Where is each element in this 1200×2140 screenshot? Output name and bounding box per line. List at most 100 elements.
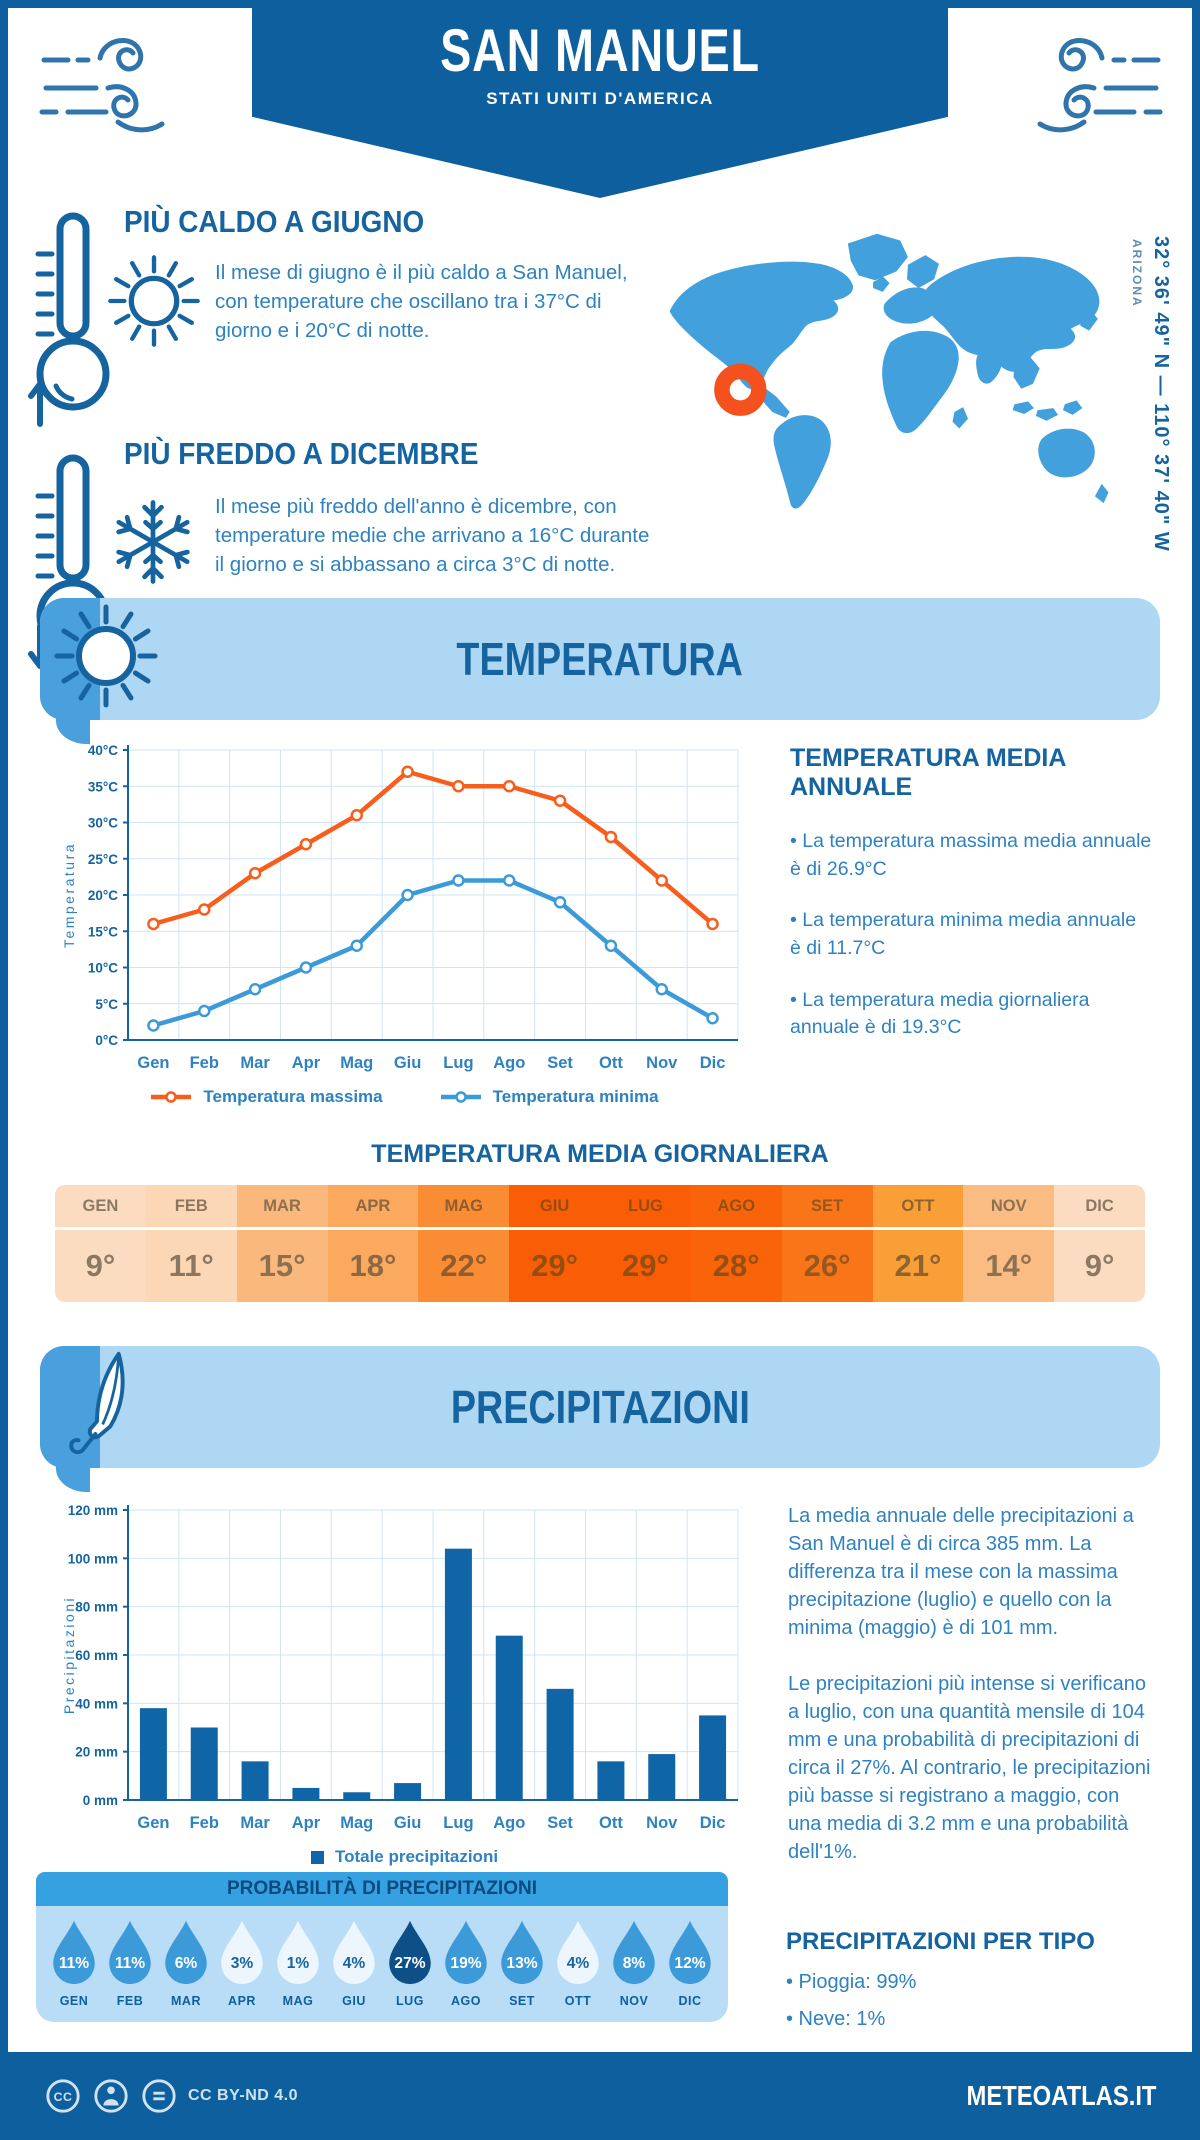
table-temperature-cell: 21° xyxy=(872,1230,964,1302)
drop-month-label: SET xyxy=(509,1994,535,2008)
probability-drop: 11% FEB xyxy=(104,1918,156,2008)
svg-text:1%: 1% xyxy=(287,1955,310,1972)
svg-text:CC: CC xyxy=(54,2090,73,2104)
raindrop-icon: 4% xyxy=(557,1920,599,1985)
raindrop-icon: 11% xyxy=(53,1920,95,1985)
svg-text:20°C: 20°C xyxy=(88,888,118,903)
svg-text:Feb: Feb xyxy=(190,1054,219,1072)
raindrop-icon: 8% xyxy=(613,1920,655,1985)
svg-text:3%: 3% xyxy=(231,1955,254,1972)
probability-drop: 8% NOV xyxy=(608,1918,660,2008)
precipitation-chart-legend: Totale precipitazioni xyxy=(58,1847,750,1867)
hot-month-heading: PIÙ CALDO A GIUGNO xyxy=(124,204,425,239)
table-month-header: GIU xyxy=(509,1185,600,1227)
probability-drop: 19% AGO xyxy=(440,1918,492,2008)
svg-text:Ago: Ago xyxy=(493,1814,525,1832)
svg-text:Dic: Dic xyxy=(700,1054,726,1072)
table-month-header: NOV xyxy=(963,1185,1055,1227)
table-temperature-cell: 18° xyxy=(327,1230,419,1302)
drop-month-label: APR xyxy=(228,1994,256,2008)
wind-icon xyxy=(1037,38,1163,133)
svg-text:25°C: 25°C xyxy=(88,852,118,867)
svg-text:40 mm: 40 mm xyxy=(75,1696,118,1711)
drop-month-label: GEN xyxy=(59,1994,89,2008)
section-title: TEMPERATURA xyxy=(456,633,744,685)
probability-drop: 6% MAR xyxy=(160,1918,212,2008)
table-month-header: APR xyxy=(327,1185,419,1227)
cc-by-icon xyxy=(94,2079,128,2113)
svg-text:Ago: Ago xyxy=(493,1054,525,1072)
table-month-header: FEB xyxy=(145,1185,237,1227)
raindrop-icon: 11% xyxy=(109,1920,151,1985)
drop-month-label: DIC xyxy=(678,1994,702,2008)
table-month-header: DIC xyxy=(1054,1185,1145,1227)
license-info: CC CC BY-ND 4.0 xyxy=(44,2077,298,2115)
region-label: ARIZONA xyxy=(1130,239,1144,308)
raindrop-icon: 4% xyxy=(333,1920,375,1985)
svg-text:Ott: Ott xyxy=(599,1054,623,1072)
page-title: SAN MANUEL xyxy=(440,17,760,84)
drop-month-label: MAG xyxy=(282,1994,314,2008)
svg-text:120 mm: 120 mm xyxy=(68,1503,118,1518)
svg-text:Giu: Giu xyxy=(394,1814,422,1832)
svg-text:4%: 4% xyxy=(567,1955,590,1972)
svg-text:Lug: Lug xyxy=(443,1814,473,1832)
svg-text:30°C: 30°C xyxy=(88,816,118,831)
drop-month-label: NOV xyxy=(619,1994,649,2008)
by-type-heading: PRECIPITAZIONI PER TIPO xyxy=(786,1928,1095,1955)
annual-bullet: • La temperatura massima media annuale è… xyxy=(790,830,1152,880)
temperature-chart: 0°C 5°C 10°C 15°C 20°C 25°C 30°C 35°C 40°C Gen Feb… xyxy=(58,736,750,1107)
svg-text:Feb: Feb xyxy=(190,1814,219,1832)
precipitation-chart: 0 mm 20 mm 40 mm 60 mm 80 mm 100 mm 120 mm Gen F… xyxy=(58,1496,750,1867)
by-type-bullet: • Pioggia: 99% xyxy=(786,1971,917,1993)
sun-icon xyxy=(54,604,158,708)
svg-text:10°C: 10°C xyxy=(88,961,118,976)
umbrella-icon xyxy=(69,1351,125,1455)
drop-month-label: FEB xyxy=(116,1994,144,2008)
svg-text:27%: 27% xyxy=(394,1955,425,1972)
probability-drop: 12% DIC xyxy=(664,1918,716,2008)
license-label: CC BY-ND 4.0 xyxy=(188,2087,299,2104)
drop-month-label: LUG xyxy=(396,1994,424,2008)
drop-month-label: MAR xyxy=(171,1994,201,2008)
probability-drop: 11% GEN xyxy=(48,1918,100,2008)
table-temperature-cell: 14° xyxy=(963,1230,1055,1302)
drop-month-label: GIU xyxy=(342,1994,366,2008)
svg-text:Mar: Mar xyxy=(240,1814,270,1832)
svg-text:Lug: Lug xyxy=(443,1054,473,1072)
svg-text:6%: 6% xyxy=(175,1955,198,1972)
annual-temperature-summary: TEMPERATURA MEDIA ANNUALE • La temperatu… xyxy=(790,744,1152,1066)
precipitation-by-type: PRECIPITAZIONI PER TIPO • Pioggia: 99% •… xyxy=(786,1928,1126,2042)
table-temperature-cell: 29° xyxy=(509,1230,600,1302)
precipitation-bar-chart: 0 mm 20 mm 40 mm 60 mm 80 mm 100 mm 120 mm Gen F… xyxy=(58,1496,750,1845)
probability-panel-title: PROBABILITÀ DI PRECIPITAZIONI xyxy=(36,1872,728,1906)
svg-text:Set: Set xyxy=(547,1814,573,1832)
world-map xyxy=(669,233,1109,509)
svg-text:40°C: 40°C xyxy=(88,743,118,758)
table-month-header: SET xyxy=(781,1185,873,1227)
svg-text:Nov: Nov xyxy=(646,1814,678,1832)
annual-bullet: • La temperatura media giornaliera annua… xyxy=(790,988,1090,1039)
svg-text:4%: 4% xyxy=(343,1955,366,1972)
raindrop-icon: 27% xyxy=(389,1920,431,1985)
drop-month-label: AGO xyxy=(451,1994,481,2008)
site-name: METEOATLAS.IT xyxy=(966,2080,1156,2111)
drop-month-label: OTT xyxy=(564,1994,592,2008)
precipitation-summary: La media annuale delle precipitazioni a … xyxy=(788,1502,1156,1894)
svg-text:12%: 12% xyxy=(674,1955,705,1972)
svg-text:20 mm: 20 mm xyxy=(75,1745,118,1760)
svg-text:Gen: Gen xyxy=(137,1054,169,1072)
table-temperature-cell: 26° xyxy=(781,1230,873,1302)
header-banner: SAN MANUEL STATI UNITI D'AMERICA xyxy=(252,0,948,198)
precipitation-probability-panel: PROBABILITÀ DI PRECIPITAZIONI 11% GEN 11… xyxy=(36,1872,728,2022)
svg-text:0 mm: 0 mm xyxy=(83,1793,118,1808)
snowflake-icon xyxy=(116,500,190,584)
precipitation-section-banner: PRECIPITAZIONI xyxy=(40,1346,1160,1492)
raindrop-icon: 3% xyxy=(221,1920,263,1985)
location-marker xyxy=(714,363,767,416)
svg-text:Ott: Ott xyxy=(599,1814,623,1832)
temperature-line-chart: 0°C 5°C 10°C 15°C 20°C 25°C 30°C 35°C 40°C Gen Feb… xyxy=(58,736,750,1085)
coordinates-label: 32° 36' 49" N — 110° 37' 40" W xyxy=(1150,236,1172,552)
daily-temperature-table: GEN FEB MAR APR MAG GIU LUG AGO SET OTT NOV DIC 9° 11… xyxy=(55,1185,1145,1302)
